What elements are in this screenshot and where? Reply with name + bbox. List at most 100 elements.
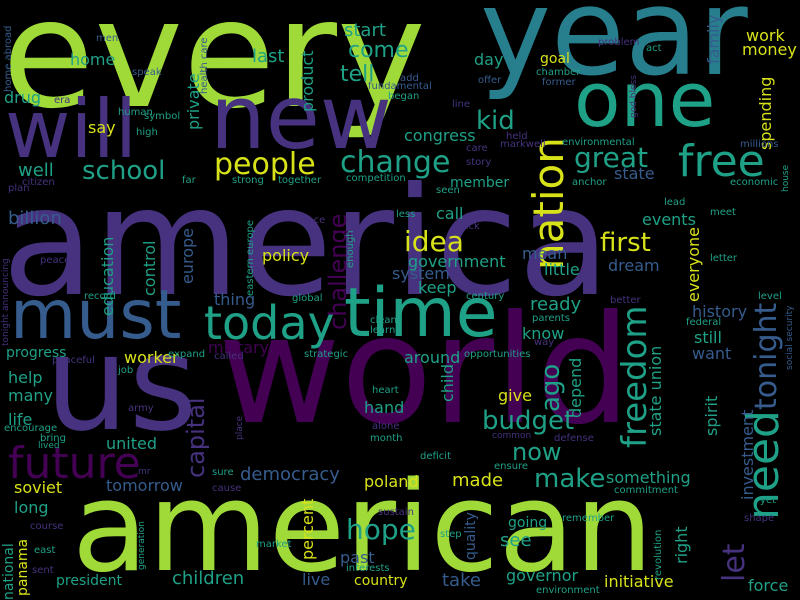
word-come: come — [348, 38, 409, 63]
word-yet: yet — [760, 495, 776, 506]
word-house: house — [781, 164, 791, 192]
word-clean: clean — [370, 315, 397, 326]
word-job: job — [118, 365, 134, 376]
word-human: human — [118, 107, 153, 118]
word-line: line — [452, 99, 471, 110]
word-budget: budget — [482, 406, 575, 436]
word-high: high — [136, 127, 158, 138]
word-history: history — [692, 302, 748, 321]
word-system: system — [392, 264, 450, 283]
word-environment: environment — [536, 585, 600, 596]
word-everyone: everyone — [684, 227, 703, 302]
word-going: going — [508, 515, 548, 531]
word-learn: learn — [370, 325, 396, 336]
word-one: one — [574, 55, 716, 144]
word-idea: idea — [404, 225, 464, 258]
word-ready: ready — [530, 294, 582, 315]
word-interests: interests — [346, 563, 390, 574]
word-shape: shape — [744, 513, 775, 524]
word-time: time — [344, 274, 498, 353]
word-poland: poland — [364, 472, 419, 491]
word-add: add — [400, 73, 419, 84]
word-defense: defense — [554, 433, 594, 444]
word-commitment: commitment — [614, 485, 678, 496]
word-encourage: encourage — [4, 423, 58, 434]
word-sent: sent — [32, 565, 54, 576]
word-tonight-announcing: tonight announcing — [1, 258, 11, 346]
word-percent: percent — [298, 498, 317, 560]
word-step: step — [440, 529, 462, 540]
word-peaceful: peaceful — [52, 355, 95, 366]
word-act: act — [646, 43, 662, 54]
word-ago: ago — [536, 363, 566, 412]
word-less: less — [396, 209, 416, 220]
word-enough: enough — [345, 230, 356, 268]
word-cause: cause — [212, 483, 242, 494]
word-market: market — [256, 539, 292, 550]
word-month: month — [370, 433, 403, 444]
word-fundamental: fundamental — [368, 81, 432, 92]
word-american: american — [72, 456, 654, 600]
word-century: century — [466, 291, 505, 302]
word-revolution: revolution — [653, 529, 664, 580]
word-want: want — [692, 344, 732, 363]
word-social-security: social security — [785, 305, 795, 370]
word-sustain: sustain — [378, 507, 414, 518]
word-deficit: deficit — [420, 451, 451, 462]
word-ensure: ensure — [494, 461, 529, 472]
word-place: place — [235, 415, 245, 440]
word-soviet: soviet — [14, 478, 63, 497]
word-east: east — [34, 545, 56, 556]
word-offer: offer — [478, 75, 502, 86]
word-billion: billion — [8, 208, 62, 229]
word-country: country — [354, 573, 408, 589]
word-democracy: democracy — [240, 464, 340, 485]
word-competition: competition — [346, 173, 406, 184]
word-initiative: initiative — [604, 572, 674, 591]
word-way: way — [534, 337, 555, 348]
word-federal: federal — [686, 317, 722, 328]
word-strategic: strategic — [304, 349, 349, 360]
word-great: great — [574, 141, 649, 174]
word-era: era — [54, 95, 71, 106]
word-opportunities: opportunities — [464, 349, 531, 360]
word-speak: speak — [132, 67, 162, 78]
word-global: global — [292, 293, 323, 304]
word-problem: problem — [598, 37, 640, 48]
word-panama: panama — [15, 538, 31, 596]
word-help: help — [8, 368, 43, 387]
word-held: held — [506, 131, 528, 142]
word-work: work — [746, 26, 785, 45]
word-child: child — [438, 364, 457, 402]
word-parents: parents — [532, 313, 570, 324]
word-army: army — [128, 403, 154, 414]
word-investment: investment — [738, 409, 757, 500]
word-start: start — [344, 20, 386, 41]
word-plan: plan — [8, 183, 30, 194]
word-free: free — [678, 136, 765, 187]
word-peace: peace — [40, 255, 71, 266]
word-new: new — [210, 66, 392, 169]
word-call: call — [436, 204, 464, 223]
word-president: president — [56, 573, 122, 589]
word-military: military — [208, 338, 270, 357]
word-hope: hope — [346, 513, 416, 546]
word-united: united — [106, 434, 157, 453]
word-thing: thing — [214, 290, 256, 309]
word-life: life — [8, 410, 33, 429]
word-let: let — [717, 543, 752, 582]
word-last: last — [252, 46, 285, 67]
word-symbol: symbol — [144, 111, 181, 122]
word-environmental: environmental — [562, 137, 635, 148]
word-health-care: health care — [199, 37, 210, 94]
word-citizen: citizen — [22, 177, 55, 188]
word-kid: kid — [476, 106, 515, 136]
word-family: family — [704, 14, 723, 64]
word-home: home — [70, 50, 116, 69]
word-must: must — [10, 276, 182, 355]
word-lead: lead — [664, 197, 686, 208]
word-better: better — [610, 295, 641, 306]
word-progress: progress — [6, 345, 67, 361]
word-children: children — [172, 568, 245, 589]
